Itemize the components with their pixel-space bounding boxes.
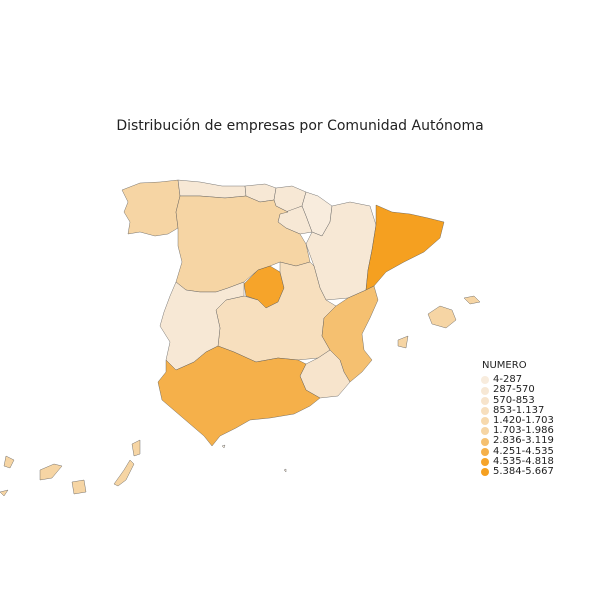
legend-title: NUMERO — [482, 360, 527, 371]
legend-swatch — [481, 468, 489, 477]
region-galicia[interactable] — [121, 179, 181, 237]
map-title: Distribución de empresas por Comunidad A… — [116, 118, 484, 134]
region-ceuta[interactable] — [221, 444, 226, 449]
legend-swatch — [481, 427, 489, 436]
legend-label: 853-1.137 — [493, 404, 545, 416]
region-valencia[interactable] — [321, 285, 379, 383]
legend-label: 5.384-5.667 — [493, 466, 554, 478]
region-andalucia[interactable] — [157, 345, 321, 447]
region-melilla[interactable] — [283, 468, 287, 473]
legend-item[interactable]: 5.384-5.667 — [481, 466, 554, 478]
region-aragon[interactable] — [305, 201, 377, 301]
legend-swatch — [481, 437, 489, 446]
legend-item[interactable]: 4.535-4.818 — [481, 455, 554, 467]
legend-label: 1.703-1.986 — [493, 425, 554, 437]
legend-label: 4-287 — [493, 374, 523, 386]
map-legend: NUMERO 4-287 287-570 570-853 853-1.137 1.420… — [481, 360, 554, 478]
legend-swatch — [481, 457, 489, 466]
legend-label: 2.836-3.119 — [493, 435, 554, 447]
legend-label: 570-853 — [493, 394, 535, 406]
legend-swatch — [481, 386, 489, 395]
legend-item[interactable]: 4-287 — [481, 374, 554, 386]
region-canarias[interactable] — [0, 439, 141, 497]
legend-label: 1.420-1.703 — [493, 415, 554, 427]
legend-swatch — [481, 396, 489, 405]
region-baleares[interactable] — [397, 295, 481, 349]
legend-swatch — [481, 417, 489, 426]
region-cataluna[interactable] — [365, 204, 445, 291]
legend-label: 4.535-4.818 — [493, 455, 554, 467]
legend-item[interactable]: 853-1.137 — [481, 404, 554, 416]
legend-swatch — [481, 376, 489, 385]
region-extremadura[interactable] — [159, 281, 245, 371]
legend-label: 287-570 — [493, 384, 535, 396]
legend-item[interactable]: 4.251-4.535 — [481, 445, 554, 457]
legend-swatch — [481, 447, 489, 456]
legend-item[interactable]: 287-570 — [481, 385, 554, 395]
region-asturias[interactable] — [177, 179, 247, 199]
legend-label: 4.251-4.535 — [493, 445, 554, 457]
legend-swatch — [481, 406, 489, 415]
legend-item[interactable]: 1.703-1.986 — [481, 426, 554, 436]
legend-item[interactable]: 570-853 — [481, 394, 554, 406]
legend-item[interactable]: 2.836-3.119 — [481, 436, 554, 446]
legend-item[interactable]: 1.420-1.703 — [481, 415, 554, 427]
